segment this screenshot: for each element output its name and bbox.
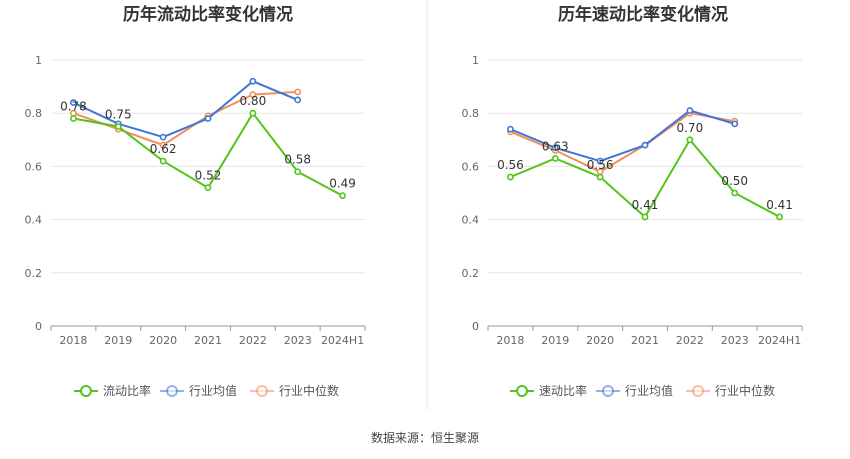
legend-item-1[interactable]: 速动比率	[510, 383, 587, 398]
data-label: 0.75	[105, 108, 132, 122]
legend-label: 行业中位数	[715, 383, 775, 398]
data-point[interactable]	[159, 157, 167, 165]
data-point[interactable]	[204, 115, 212, 122]
x-tick-label: 2023	[721, 334, 749, 347]
legend-marker	[256, 385, 268, 397]
legend-marker	[602, 385, 614, 397]
data-label: 0.58	[284, 153, 311, 167]
x-tick-label: 2021	[631, 334, 659, 347]
series-line-2	[72, 80, 299, 139]
x-tick-label: 2024H1	[321, 334, 364, 347]
y-tick-label: 0.8	[462, 107, 480, 120]
data-label: 0.49	[329, 177, 356, 191]
y-tick-label: 0	[472, 320, 479, 333]
legend-marker	[166, 385, 178, 397]
series-line-3	[510, 112, 735, 173]
legend-label: 流动比率	[103, 383, 151, 398]
x-tick-label: 2022	[239, 334, 267, 347]
legend-label: 行业中位数	[279, 383, 339, 398]
data-point[interactable]	[686, 136, 694, 144]
data-label: 0.70	[676, 121, 703, 135]
data-point[interactable]	[294, 168, 302, 176]
chart-title: 历年流动比率变化情况	[123, 4, 293, 25]
data-point[interactable]	[294, 88, 302, 96]
data-point[interactable]	[686, 107, 694, 114]
data-point[interactable]	[596, 157, 604, 165]
y-tick-label: 1	[472, 54, 479, 67]
data-point[interactable]	[776, 213, 783, 221]
data-point[interactable]	[507, 125, 514, 133]
data-label: 0.52	[195, 169, 222, 183]
data-point[interactable]	[114, 123, 122, 130]
data-point[interactable]	[159, 133, 167, 141]
y-tick-label: 0.6	[25, 160, 43, 173]
legend-label: 速动比率	[539, 383, 587, 398]
series-line-2	[510, 109, 735, 163]
legend-marker	[80, 385, 92, 397]
x-tick-label: 2020	[149, 334, 177, 347]
y-tick-label: 0.4	[462, 214, 480, 227]
x-tick-label: 2021	[194, 334, 222, 347]
data-point[interactable]	[641, 213, 649, 221]
legend-marker	[692, 385, 704, 397]
legend-item-2[interactable]: 行业均值	[160, 383, 237, 398]
data-point[interactable]	[596, 173, 604, 181]
data-label: 0.78	[60, 100, 87, 114]
data-label: 0.41	[766, 198, 793, 212]
y-tick-label: 1	[35, 54, 42, 67]
data-point[interactable]	[641, 141, 649, 149]
data-point[interactable]	[249, 77, 257, 85]
data-point[interactable]	[731, 120, 739, 128]
legend-label: 行业均值	[189, 383, 237, 398]
data-point[interactable]	[70, 115, 77, 122]
data-label: 0.56	[587, 158, 614, 172]
y-tick-label: 0.2	[462, 267, 480, 280]
y-tick-label: 0.4	[25, 214, 43, 227]
legend-item-2[interactable]: 行业均值	[596, 383, 673, 398]
data-point[interactable]	[294, 96, 302, 104]
y-tick-label: 0.6	[462, 160, 480, 173]
data-label: 0.62	[150, 142, 177, 156]
data-label: 0.56	[497, 158, 524, 172]
data-label: 0.63	[542, 139, 569, 153]
legend-marker	[516, 385, 528, 397]
x-tick-label: 2023	[284, 334, 312, 347]
x-tick-label: 2022	[676, 334, 704, 347]
data-point[interactable]	[159, 141, 167, 149]
data-point[interactable]	[339, 192, 346, 200]
data-point[interactable]	[249, 91, 257, 98]
data-point[interactable]	[249, 109, 257, 117]
legend-item-3[interactable]: 行业中位数	[250, 383, 339, 398]
series-line-3	[73, 90, 298, 147]
data-label: 0.50	[721, 174, 748, 188]
chart-2: 历年速动比率变化情况 0 0.2 0.4 0.6 0.8 1 2018 2019 2020 2021…	[462, 4, 803, 398]
data-label: 0.80	[239, 94, 266, 108]
legend-item-1[interactable]: 流动比率	[74, 383, 151, 398]
x-tick-label: 2019	[104, 334, 132, 347]
x-tick-label: 2024H1	[758, 334, 801, 347]
data-source-note: 数据来源：恒生聚源	[370, 431, 479, 445]
x-tick-label: 2019	[541, 334, 569, 347]
data-point[interactable]	[70, 99, 77, 106]
data-point[interactable]	[204, 184, 212, 192]
y-tick-label: 0.8	[25, 107, 43, 120]
legend-label: 行业均值	[625, 383, 673, 398]
x-tick-label: 2018	[59, 334, 87, 347]
x-tick-label: 2018	[496, 334, 524, 347]
data-label: 0.41	[632, 198, 659, 212]
data-point[interactable]	[731, 189, 739, 197]
data-point[interactable]	[551, 155, 559, 162]
data-point[interactable]	[551, 144, 559, 152]
x-tick-label: 2020	[586, 334, 614, 347]
y-tick-label: 0	[35, 320, 42, 333]
data-point[interactable]	[507, 173, 514, 181]
chart-title: 历年速动比率变化情况	[558, 4, 728, 25]
y-tick-label: 0.2	[25, 267, 43, 280]
chart-1: 历年流动比率变化情况 0 0.2 0.4 0.6 0.8 1 2018 2019 2020 2021…	[25, 4, 366, 398]
legend-item-3[interactable]: 行业中位数	[686, 383, 775, 398]
